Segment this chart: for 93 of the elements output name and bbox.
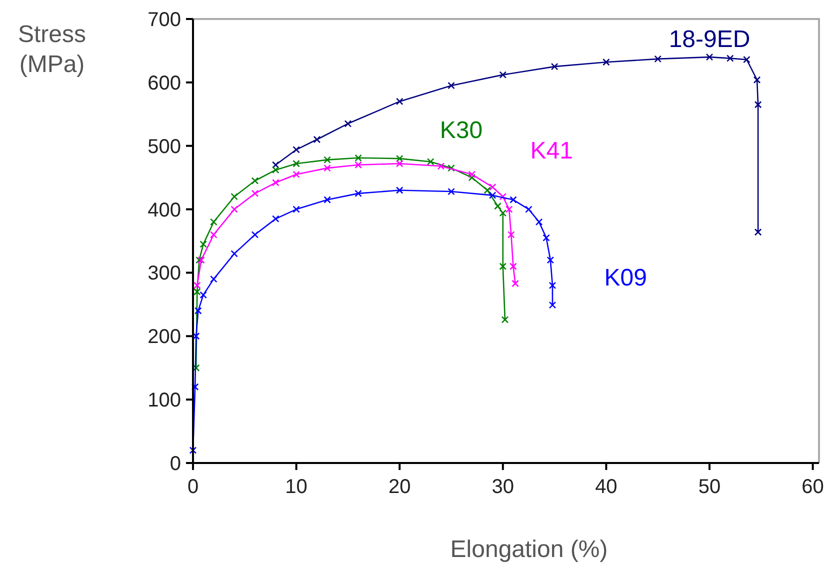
point <box>292 160 300 168</box>
point <box>726 54 734 62</box>
x-tick-label: 0 <box>187 476 199 498</box>
y-axis-title: Stress (MPa) <box>18 21 86 78</box>
x-tick-label: 30 <box>492 476 514 498</box>
point <box>753 76 761 84</box>
point <box>230 250 238 258</box>
point <box>200 240 207 248</box>
point <box>354 161 362 169</box>
point <box>210 231 218 238</box>
y-tick-label: 600 <box>148 72 181 94</box>
point <box>344 120 352 128</box>
x-tick-label: 60 <box>802 476 824 498</box>
series-label: K30 <box>440 116 483 144</box>
point <box>396 160 404 168</box>
point <box>754 100 762 108</box>
point <box>448 164 455 172</box>
x-tick-label: 10 <box>285 476 308 498</box>
point <box>200 291 207 299</box>
point <box>505 206 513 213</box>
point <box>448 82 455 90</box>
point <box>499 209 507 217</box>
point <box>468 174 476 182</box>
point <box>251 190 259 198</box>
point <box>210 275 218 283</box>
point <box>313 136 321 144</box>
y-tick-label: 0 <box>170 453 181 475</box>
point <box>754 228 762 236</box>
point <box>396 98 404 106</box>
point <box>396 154 404 162</box>
point <box>324 164 331 172</box>
point <box>525 206 532 213</box>
point <box>191 383 199 391</box>
point <box>272 166 280 174</box>
point <box>546 256 554 264</box>
point <box>508 231 515 238</box>
x-tick-label: 50 <box>698 476 721 498</box>
point <box>706 53 714 61</box>
point <box>468 170 476 178</box>
y-tick-label: 200 <box>148 326 181 348</box>
point <box>743 56 750 64</box>
point <box>210 218 218 226</box>
point <box>510 196 517 204</box>
point <box>194 307 202 314</box>
point <box>550 62 558 70</box>
point <box>230 192 238 200</box>
series-label: 18-9ED <box>668 26 750 54</box>
point <box>251 177 259 184</box>
point <box>292 146 300 154</box>
point <box>272 178 280 186</box>
point <box>272 215 280 222</box>
point <box>501 316 509 324</box>
point <box>426 158 434 166</box>
text: K09 <box>604 264 647 292</box>
point <box>251 231 259 238</box>
y-tick-label: 700 <box>148 9 181 31</box>
y-tick-label: 500 <box>148 136 181 158</box>
x-axis-title: Elongation (%) <box>450 536 608 563</box>
point <box>396 186 404 194</box>
point <box>230 206 238 213</box>
x-tick-label: 40 <box>595 476 618 498</box>
point <box>437 162 445 170</box>
point <box>510 262 517 270</box>
point <box>542 234 550 242</box>
point <box>484 186 492 194</box>
point <box>512 280 519 288</box>
point <box>499 192 507 200</box>
point <box>193 288 201 296</box>
point <box>499 71 507 78</box>
point <box>488 192 496 199</box>
point <box>488 183 496 191</box>
y-tick-label: 300 <box>148 262 181 285</box>
point <box>272 161 280 169</box>
point <box>654 55 662 63</box>
point <box>535 218 543 226</box>
point <box>292 170 300 178</box>
point <box>494 202 502 210</box>
point <box>602 58 610 66</box>
y-tick-label: 400 <box>148 199 181 222</box>
point <box>354 154 362 162</box>
point <box>548 282 556 290</box>
point <box>354 190 362 198</box>
x-tick-label: 20 <box>388 476 411 498</box>
point <box>324 196 331 204</box>
point <box>548 301 556 309</box>
point <box>324 156 331 164</box>
point <box>189 446 197 454</box>
point <box>292 206 300 213</box>
y-tick-label: 100 <box>148 390 181 412</box>
point <box>448 188 455 196</box>
point <box>193 282 201 290</box>
series-label: K41 <box>530 138 573 165</box>
point <box>499 262 507 270</box>
